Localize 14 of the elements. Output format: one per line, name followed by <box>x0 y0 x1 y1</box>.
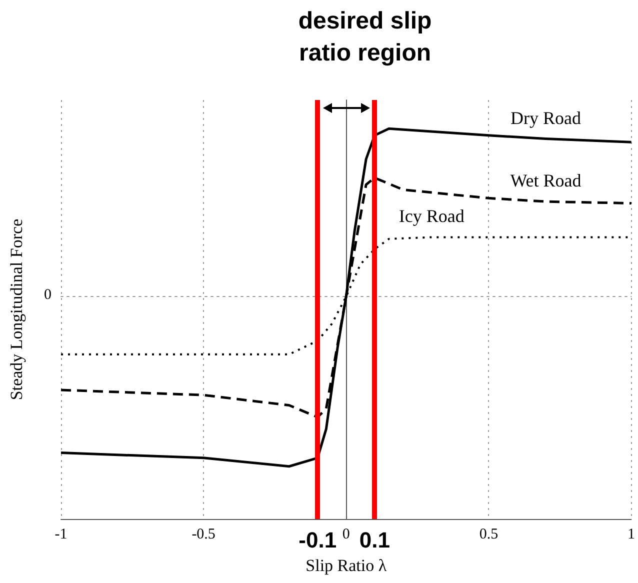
x-tick-label: 0 <box>342 526 350 542</box>
x-axis-title: Slip Ratio λ <box>306 556 388 575</box>
x-tick-label: 1 <box>628 526 635 542</box>
series-label: Dry Road <box>510 108 581 128</box>
series-label: Icy Road <box>398 206 464 226</box>
ref-line-label: 0.1 <box>359 528 390 552</box>
text: 0 <box>44 287 52 304</box>
x-tick-label: -1 <box>54 526 68 542</box>
x-tick-label: -0.5 <box>192 526 216 542</box>
series-label: Wet Road <box>510 170 582 191</box>
x-tick-label: 0.5 <box>479 526 498 542</box>
ref-line-label: -0.1 <box>298 528 337 552</box>
chart-title: desired slip ratio region <box>298 8 432 66</box>
y-axis-title: Steady Longitudinal Force <box>7 218 26 400</box>
